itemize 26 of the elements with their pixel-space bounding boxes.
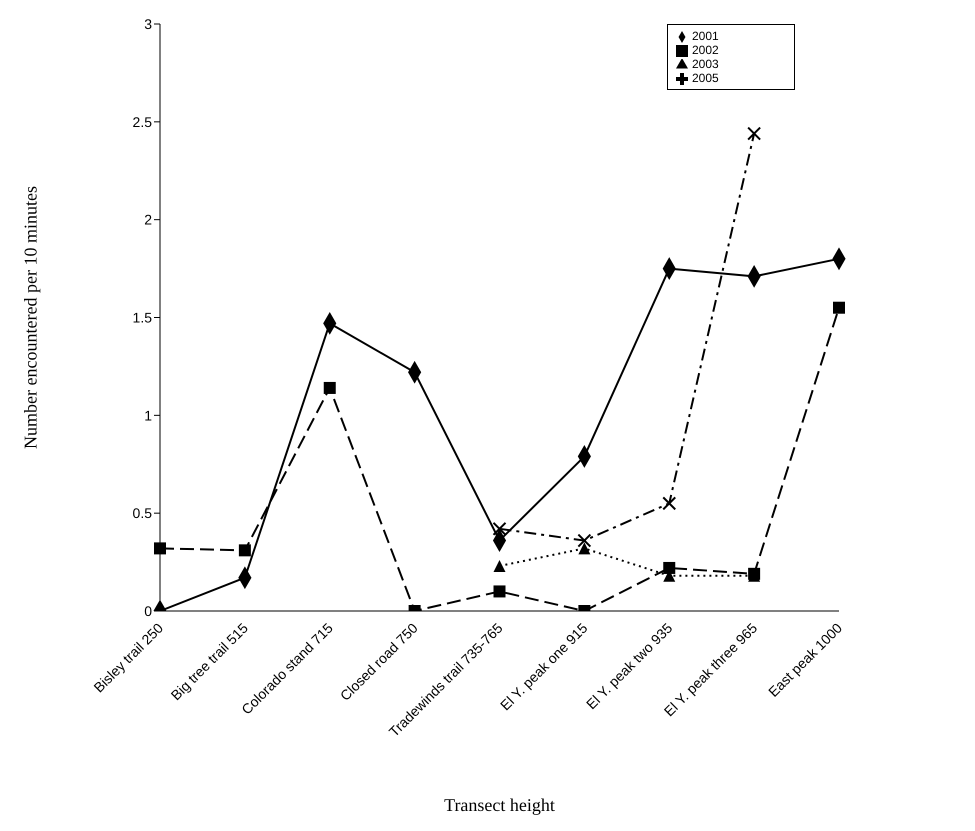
legend-label: 2003 (692, 57, 719, 71)
point (578, 542, 590, 554)
y-axis-title: Number encountered per 10 minutes (20, 186, 40, 449)
point (324, 382, 336, 394)
legend-label: 2001 (692, 29, 719, 43)
point (662, 496, 676, 510)
y-tick-label: 0 (144, 602, 152, 619)
point (747, 126, 762, 141)
y-tick-label: 1.5 (132, 309, 152, 326)
point (833, 302, 845, 314)
point (663, 562, 676, 574)
x-axis-title: Transect height (444, 795, 555, 815)
y-tick-label: 3 (144, 16, 152, 32)
x-tick-label: Big tree trail 515 (168, 620, 252, 704)
legend-label: 2005 (692, 71, 719, 85)
point (494, 585, 506, 598)
point (577, 534, 592, 548)
y-tick-label: 2.5 (132, 114, 152, 130)
point (154, 542, 166, 554)
y-tick-label: 1 (144, 407, 152, 424)
point (494, 560, 506, 572)
y-tick-label: 2 (144, 212, 152, 228)
legend-label: 2002 (692, 43, 719, 57)
y-tick-label: 0.5 (132, 505, 152, 522)
point (238, 544, 251, 556)
point (492, 522, 506, 536)
